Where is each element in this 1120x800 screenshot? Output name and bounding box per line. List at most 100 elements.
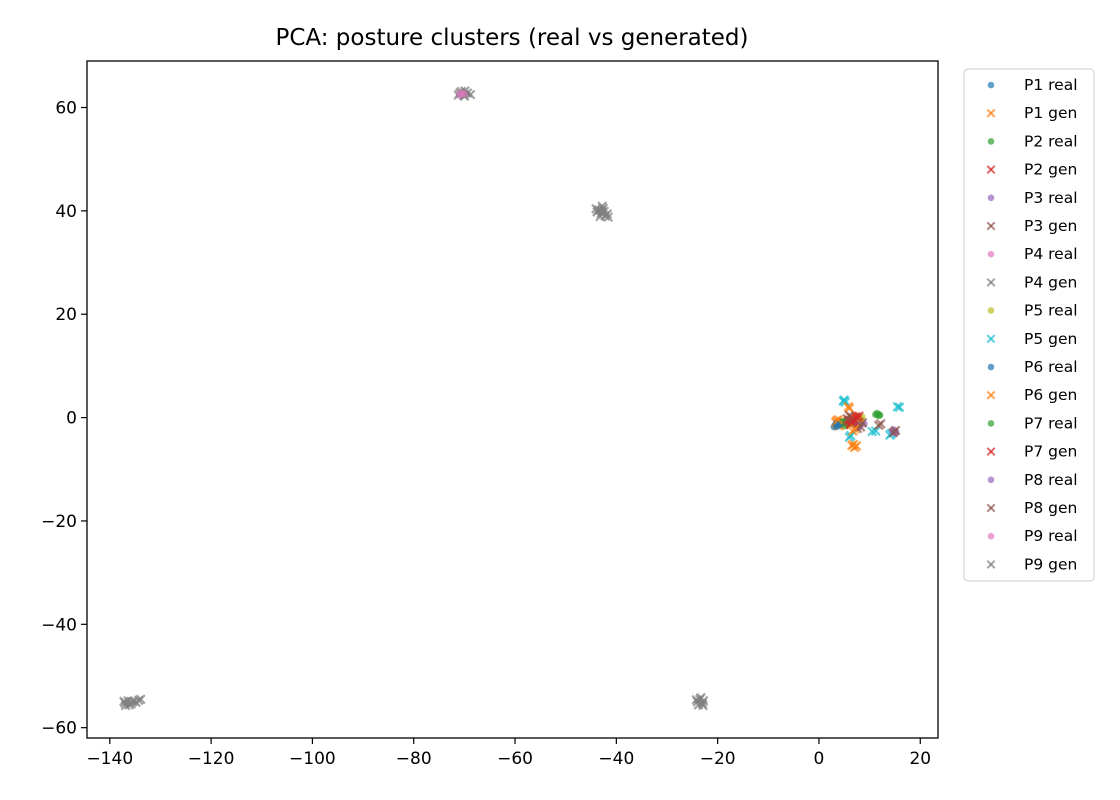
- data-point: [456, 90, 464, 98]
- data-point: [127, 696, 138, 707]
- data-point: [119, 696, 129, 707]
- legend-label: P3 gen: [1024, 217, 1077, 235]
- x-tick-label: −120: [188, 749, 235, 769]
- data-point: [842, 413, 853, 424]
- y-axis: −60 −40 −20 0 20 40 60: [41, 99, 87, 739]
- data-point: [596, 205, 607, 216]
- y-tick-label: 20: [55, 305, 77, 325]
- data-point: [839, 395, 850, 405]
- legend-marker: [987, 532, 995, 540]
- legend-marker: [986, 277, 996, 287]
- legend-box: [963, 68, 1095, 582]
- series-p7-real: [872, 409, 884, 420]
- legend-marker: [986, 559, 996, 569]
- legend-marker: [987, 250, 995, 258]
- legend-marker: [986, 165, 996, 175]
- legend-marker: [987, 420, 995, 427]
- x-tick-label: −140: [86, 749, 133, 769]
- legend-marker: [987, 81, 995, 89]
- legend-item: P8 real: [987, 471, 1078, 489]
- y-tick-label: −20: [41, 512, 77, 532]
- data-point: [465, 89, 476, 100]
- legend-label: P8 gen: [1024, 499, 1077, 517]
- legend-label: P1 gen: [1024, 104, 1077, 122]
- x-tick-label: −20: [700, 749, 736, 769]
- legend-item: P9 gen: [986, 555, 1077, 573]
- legend-label: P7 real: [1024, 414, 1078, 432]
- legend-item: P2 gen: [986, 161, 1077, 179]
- legend-marker: [987, 194, 995, 202]
- legend-label: P1 real: [1024, 76, 1078, 94]
- legend-item: P3 gen: [986, 217, 1077, 235]
- legend: P1 real P1 gen P2 real P2 gen P3 real P3 gen P…: [963, 68, 1095, 582]
- x-tick-label: 0: [814, 749, 825, 769]
- legend-item: P4 real: [987, 245, 1078, 263]
- y-tick-label: 0: [66, 409, 77, 429]
- data-point: [890, 425, 901, 436]
- legend-item: P7 gen: [986, 443, 1077, 461]
- data-point: [603, 212, 614, 223]
- legend-marker: [987, 476, 995, 484]
- legend-marker: [986, 334, 996, 344]
- legend-item: P2 real: [987, 132, 1078, 150]
- x-tick-label: 20: [909, 749, 931, 769]
- x-tick-label: −40: [598, 749, 634, 769]
- legend-marker: [986, 390, 996, 400]
- plot-marks: [119, 86, 905, 711]
- data-point: [848, 439, 859, 450]
- data-point: [875, 418, 886, 429]
- legend-item: P4 gen: [986, 273, 1077, 291]
- legend-marker: [987, 307, 995, 314]
- legend-item: P7 real: [987, 414, 1078, 432]
- x-tick-label: −60: [497, 749, 533, 769]
- legend-item: P1 real: [987, 76, 1078, 94]
- legend-item: P5 real: [987, 302, 1078, 320]
- legend-item: P9 real: [987, 527, 1078, 545]
- y-tick-label: −40: [41, 615, 77, 635]
- data-point: [845, 430, 856, 441]
- legend-label: P6 real: [1024, 358, 1078, 376]
- data-point: [844, 403, 855, 414]
- x-tick-label: −80: [396, 749, 432, 769]
- legend-label: P4 real: [1024, 245, 1078, 263]
- plot-area-frame: [86, 60, 939, 739]
- legend-item: P8 gen: [986, 499, 1077, 517]
- data-point: [894, 402, 905, 413]
- legend-marker: [986, 447, 996, 457]
- legend-label: P2 real: [1024, 132, 1078, 150]
- legend-label: P8 real: [1024, 471, 1078, 489]
- y-tick-label: −60: [41, 719, 77, 739]
- legend-label: P4 gen: [1024, 273, 1077, 291]
- series-p9-gen: [119, 201, 709, 711]
- x-tick-label: −100: [289, 749, 336, 769]
- legend-label: P7 gen: [1024, 443, 1077, 461]
- legend-label: P5 real: [1024, 302, 1078, 320]
- data-point: [876, 411, 884, 419]
- series-p8-gen: [842, 410, 901, 438]
- legend-label: P6 gen: [1024, 386, 1077, 404]
- data-point: [854, 411, 864, 421]
- legend-item: P1 gen: [986, 104, 1077, 122]
- data-point: [870, 426, 881, 436]
- data-point: [833, 414, 844, 425]
- series-p6-gen: [833, 401, 862, 453]
- legend-label: P5 gen: [1024, 330, 1077, 348]
- legend-item: P5 gen: [986, 330, 1077, 348]
- y-tick-label: 40: [55, 202, 77, 222]
- data-point: [695, 692, 706, 703]
- legend-item: P3 real: [987, 189, 1078, 207]
- x-axis: −140 −120 −100 −80 −60 −40 −20 0 20: [86, 738, 931, 769]
- legend-label: P3 real: [1024, 189, 1078, 207]
- data-point: [698, 700, 708, 711]
- chart-title: PCA: posture clusters (real vs generated…: [275, 25, 748, 51]
- legend-label: P9 gen: [1024, 555, 1077, 573]
- legend-label: P9 real: [1024, 527, 1078, 545]
- legend-marker: [986, 221, 996, 231]
- data-point: [847, 426, 858, 436]
- legend-marker: [987, 138, 995, 145]
- legend-item: P6 real: [987, 358, 1078, 376]
- legend-item: P6 gen: [986, 386, 1077, 404]
- series-p9-real: [456, 89, 467, 98]
- y-tick-label: 60: [55, 99, 77, 119]
